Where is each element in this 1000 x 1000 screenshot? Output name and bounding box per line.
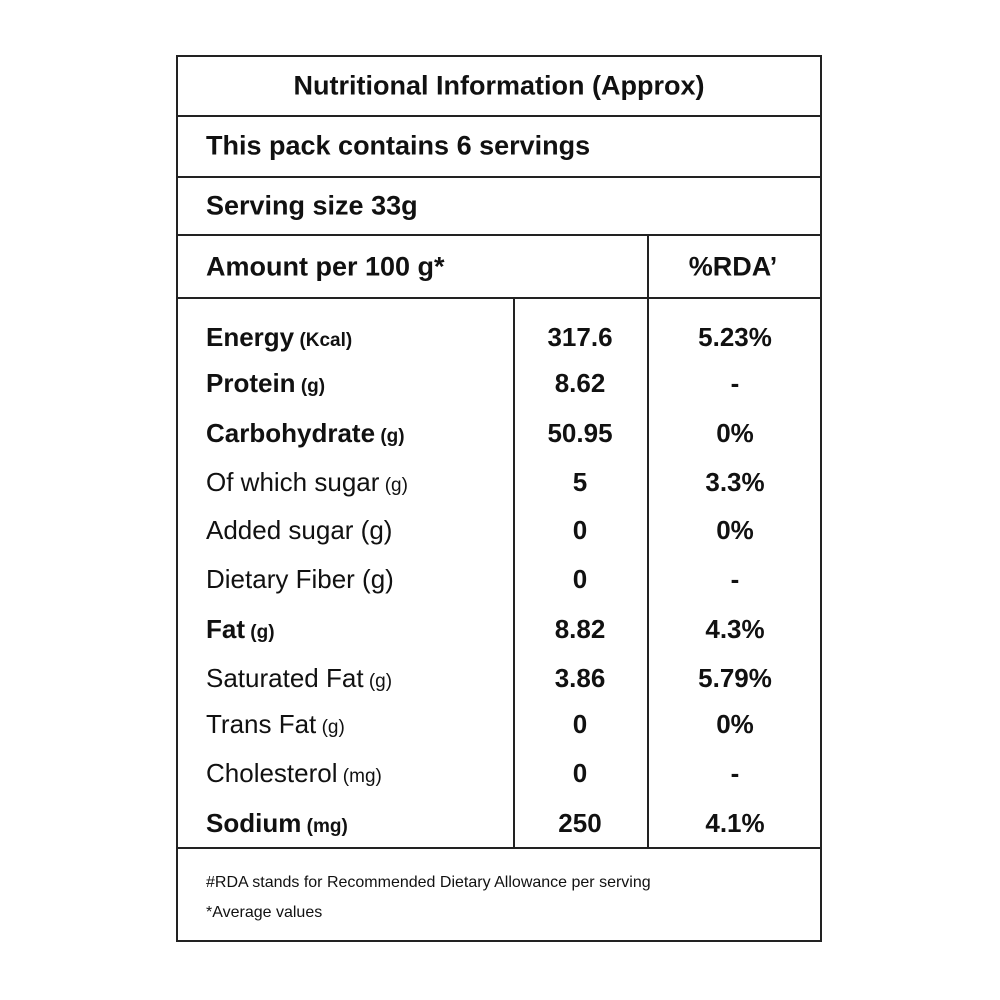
row-name: Protein (g) <box>206 370 325 396</box>
header-rda: %RDA’ <box>688 251 778 282</box>
border <box>176 55 822 57</box>
border <box>176 940 822 942</box>
column-rule <box>647 234 649 849</box>
amount: 50.95 <box>547 418 613 448</box>
row-name: Of which sugar (g) <box>206 469 408 495</box>
unit: (g) <box>368 671 393 692</box>
row-name: Energy (Kcal) <box>206 324 352 350</box>
unit: (mg) <box>342 766 382 787</box>
row-name: Cholesterol (mg) <box>206 760 382 786</box>
amount: 0 <box>572 515 588 545</box>
row-name: Fat (g) <box>206 616 275 642</box>
amount: 317.6 <box>547 322 613 352</box>
rule <box>176 176 822 178</box>
amount: 5 <box>572 467 588 497</box>
unit: (g) <box>380 426 405 447</box>
name-text: Cholesterol <box>206 758 338 788</box>
amount: 0 <box>572 709 588 739</box>
amount: 0 <box>572 564 588 594</box>
rule <box>176 115 822 117</box>
row-name: Added sugar (g) <box>206 515 393 545</box>
row-name: Carbohydrate (g) <box>206 420 405 446</box>
unit: (Kcal) <box>299 330 353 351</box>
footnote: #RDA stands for Recommended Dietary Allo… <box>206 874 651 891</box>
name-text: Of which sugar <box>206 467 380 497</box>
column-rule <box>513 297 515 849</box>
row-name: Dietary Fiber (g) <box>206 564 394 594</box>
footnote: *Average values <box>206 904 323 921</box>
unit: (g) <box>384 475 408 496</box>
rule <box>176 297 822 299</box>
name-text: Energy <box>206 322 295 352</box>
border <box>176 55 178 942</box>
rda: 3.3% <box>705 467 765 497</box>
unit: (mg) <box>306 816 348 837</box>
name-text: Trans Fat <box>206 709 317 739</box>
rule <box>176 847 822 849</box>
servings: This pack contains 6 servings <box>206 130 591 161</box>
rda: 4.3% <box>705 614 765 644</box>
name-text: Saturated Fat <box>206 663 364 693</box>
border <box>820 55 822 942</box>
row-name: Sodium (mg) <box>206 810 348 836</box>
unit: (g) <box>250 622 275 643</box>
title: Nutritional Information (Approx) <box>293 70 705 101</box>
name-text: Protein <box>206 368 296 398</box>
unit: (g) <box>321 717 345 738</box>
name-text: Carbohydrate <box>206 418 376 448</box>
unit: (g) <box>300 376 326 397</box>
row-name: Trans Fat (g) <box>206 711 345 737</box>
amount: 3.86 <box>554 663 606 693</box>
rule <box>176 234 822 236</box>
name-text: Fat <box>206 614 245 644</box>
rda: 0% <box>716 515 754 545</box>
amount: 8.82 <box>554 614 606 644</box>
rda: 5.79% <box>698 663 772 693</box>
header-label: Amount per 100 g* <box>206 251 445 282</box>
row-name: Saturated Fat (g) <box>206 665 392 691</box>
rda: 0% <box>716 418 754 448</box>
rda: 4.1% <box>705 808 765 838</box>
rda: - <box>730 368 740 398</box>
name-text: Sodium <box>206 808 302 838</box>
amount: 8.62 <box>554 368 606 398</box>
serving-size: Serving size 33g <box>206 190 418 221</box>
rda: 0% <box>716 709 754 739</box>
amount: 250 <box>558 808 602 838</box>
rda: 5.23% <box>698 322 772 352</box>
rda: - <box>730 564 740 594</box>
amount: 0 <box>572 758 588 788</box>
rda: - <box>730 758 740 788</box>
